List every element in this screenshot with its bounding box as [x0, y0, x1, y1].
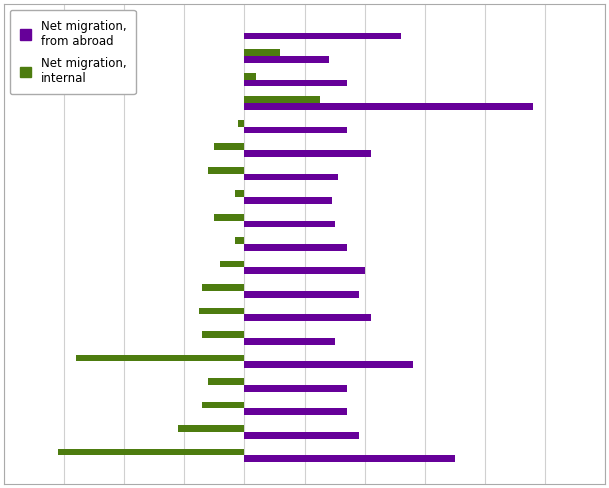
Bar — [76, 355, 244, 362]
Bar — [202, 402, 244, 408]
Bar — [244, 126, 347, 133]
Bar — [208, 378, 244, 385]
Bar — [214, 143, 244, 150]
Bar — [244, 221, 334, 227]
Bar — [244, 33, 401, 39]
Bar — [58, 449, 244, 455]
Bar — [236, 190, 244, 197]
Bar — [244, 80, 347, 86]
Bar — [244, 291, 359, 298]
Bar — [244, 432, 359, 439]
Bar — [244, 174, 337, 180]
Bar — [214, 214, 244, 221]
Bar — [220, 261, 244, 267]
Bar — [208, 167, 244, 174]
Bar — [236, 238, 244, 244]
Bar — [244, 103, 533, 110]
Bar — [244, 267, 365, 274]
Bar — [202, 285, 244, 291]
Bar — [244, 314, 370, 321]
Bar — [244, 56, 328, 62]
Bar — [244, 73, 256, 80]
Bar — [239, 120, 244, 126]
Bar — [244, 338, 334, 345]
Bar — [244, 244, 347, 250]
Bar — [178, 426, 244, 432]
Bar — [244, 385, 347, 391]
Bar — [244, 362, 413, 368]
Bar — [202, 331, 244, 338]
Legend: Net migration,
from abroad, Net migration,
internal: Net migration, from abroad, Net migratio… — [10, 10, 136, 94]
Bar — [199, 308, 244, 314]
Bar — [244, 49, 281, 56]
Bar — [244, 408, 347, 415]
Bar — [244, 455, 455, 462]
Bar — [244, 197, 331, 203]
Bar — [244, 97, 320, 103]
Bar — [244, 150, 370, 157]
